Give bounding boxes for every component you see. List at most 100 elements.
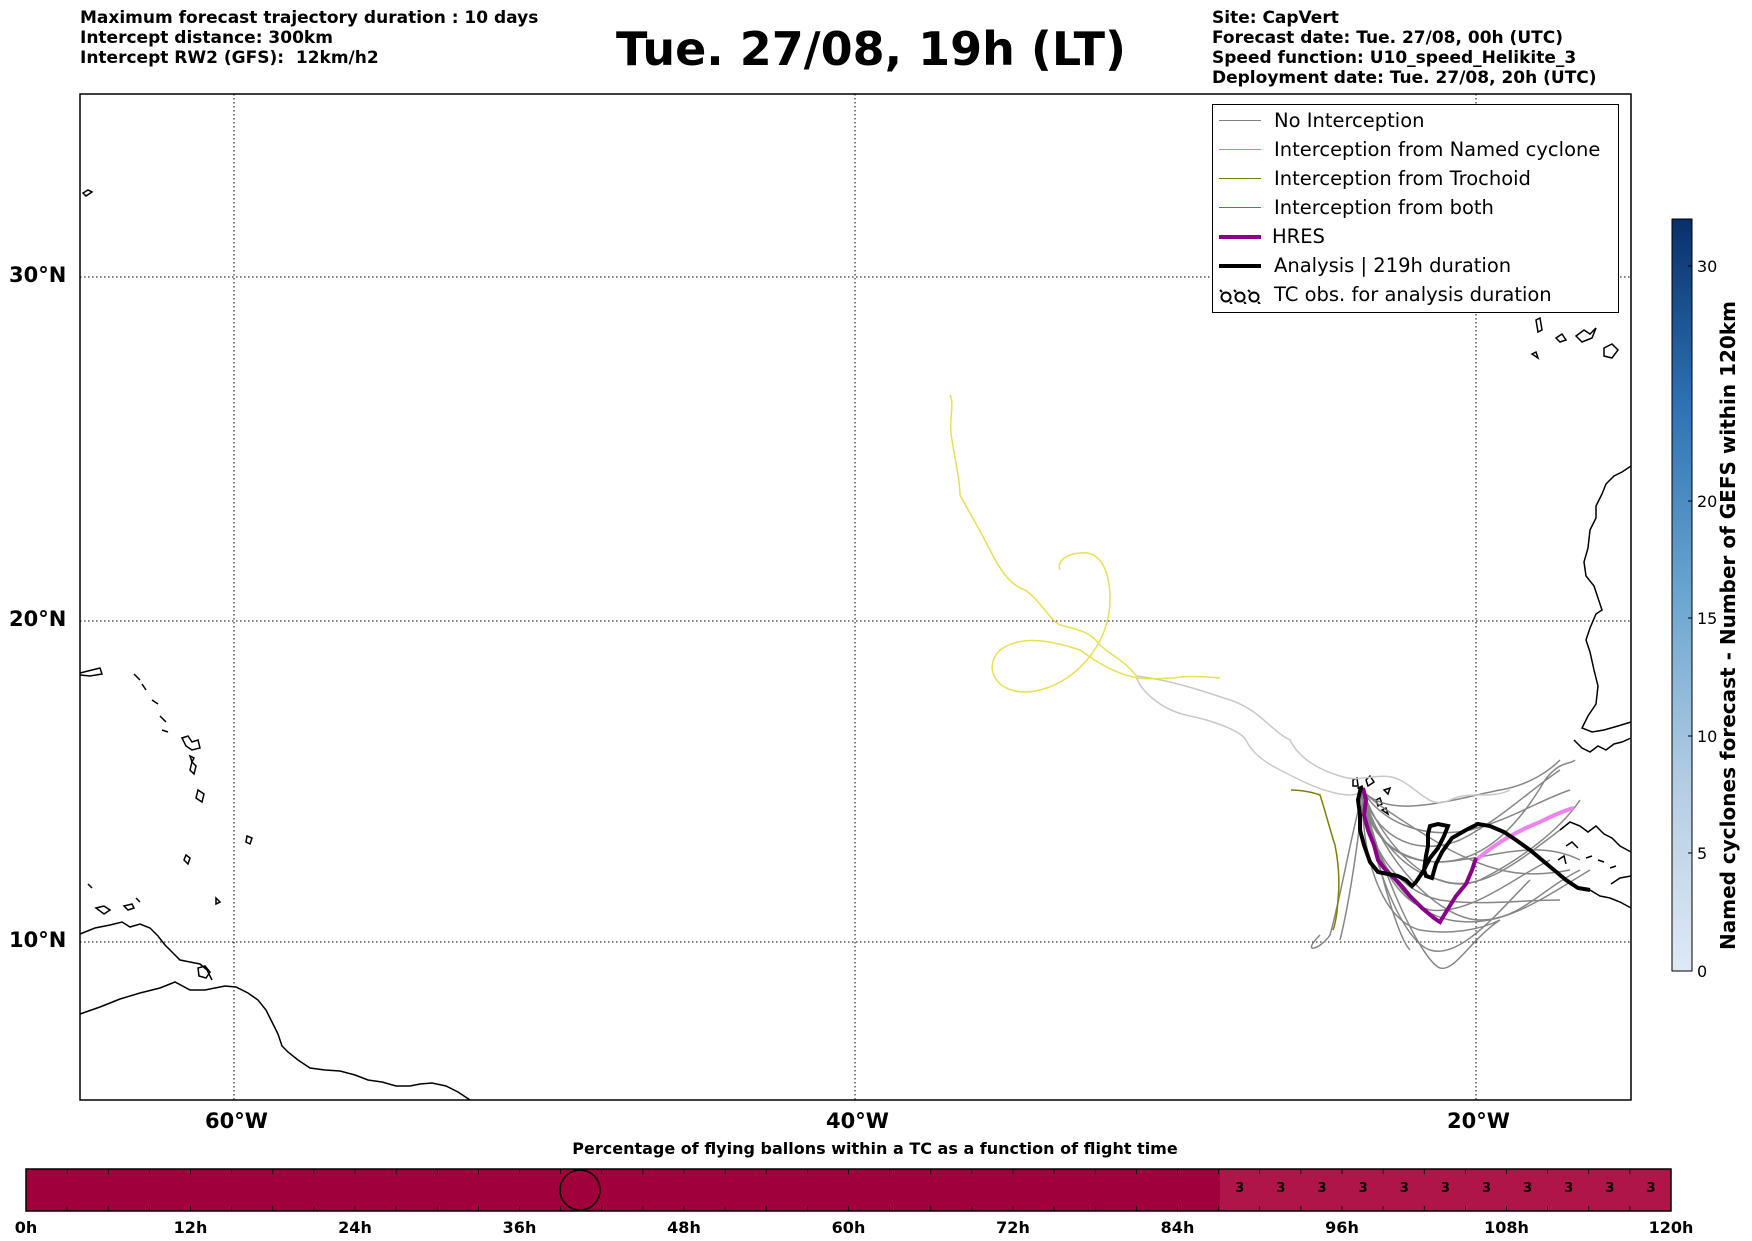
aruba-curacao-islands (94, 903, 136, 915)
timebar-cell-value: 3 (1317, 1181, 1327, 1196)
barbados-island (245, 834, 253, 846)
timebar-tick-label: 120h (1648, 1218, 1694, 1237)
legend-label: Analysis | 219h duration (1274, 254, 1512, 277)
st-lucia-island (195, 788, 205, 804)
trajectory-hres (1361, 787, 1478, 925)
trajectory-trochoid (1290, 789, 1340, 931)
trajectory-analysis (1355, 786, 1591, 892)
dominica-island (188, 754, 196, 764)
timebar-tick-label: 84h (1160, 1218, 1195, 1237)
max-duration-text: Maximum forecast trajectory duration : 1… (80, 8, 539, 28)
legend-swatch (1219, 264, 1261, 268)
venezuela-islands (87, 883, 141, 903)
time-bar-minor-ticks (66, 1169, 1631, 1211)
guadeloupe-island (180, 735, 201, 751)
time-bar-tc-segment (1220, 1169, 1671, 1211)
legend-item-tc-obs: TC obs. for analysis duration (1213, 282, 1618, 308)
timebar-cell-value: 3 (1399, 1181, 1409, 1196)
trajectory-yellow (949, 394, 1221, 693)
south-america-coast (79, 981, 471, 1101)
site-text: Site: CapVert (1212, 8, 1339, 28)
timebar-tick-label: 108h (1484, 1218, 1529, 1237)
map-frame (79, 93, 1632, 1101)
legend-item-both: Interception from both (1213, 195, 1618, 221)
guinea-coast (1559, 821, 1632, 853)
trajectory-light-grey (1135, 675, 1363, 796)
legend-label: TC obs. for analysis duration (1274, 283, 1552, 306)
colorbar (1671, 218, 1693, 972)
timebar-cell-value: 3 (1523, 1181, 1533, 1196)
legend-swatch (1219, 178, 1261, 179)
trinidad-island (197, 965, 211, 979)
legend-label: No Interception (1274, 109, 1425, 132)
legend-swatch (1219, 149, 1261, 150)
ensemble-trajectories-no-interception (1310, 759, 1591, 969)
grenada-island (183, 853, 191, 866)
page-title-container: Tue. 27/08, 19h (LT) (0, 22, 1752, 76)
legend-label: Interception from Trochoid (1274, 167, 1531, 190)
timebar-tick-label: 36h (502, 1218, 537, 1237)
trajectory-no-interception (1362, 759, 1561, 807)
timebar-tick-label: 24h (338, 1218, 372, 1237)
lat-label-20n: 20°N (9, 607, 67, 631)
header-right-info: Site: CapVert Forecast date: Tue. 27/08,… (1212, 8, 1597, 88)
colorbar-gradient (1671, 218, 1693, 972)
colorbar-tick-label: 15 (1697, 609, 1718, 628)
timebar-cell-value: 3 (1605, 1181, 1615, 1196)
colorbar-tick-label: 5 (1697, 844, 1708, 863)
lon-label-60w: 60°W (205, 1109, 268, 1133)
legend-item-hres: HRES (1213, 224, 1618, 250)
legend: No Interception Interception from Named … (1212, 104, 1619, 313)
cyclone-symbols-icon (1219, 289, 1261, 304)
light-grey-trajectories (1135, 675, 1511, 804)
bijagos-islands (1557, 841, 1579, 865)
lat-label-30n: 30°N (9, 263, 67, 287)
intercept-rw2-text: Intercept RW2 (GFS): 12km/h2 (80, 48, 379, 68)
timebar-title: Percentage of flying ballons within a TC… (572, 1139, 1178, 1158)
canary-islands (1530, 316, 1619, 360)
timebar-tick-label: 0h (14, 1218, 38, 1237)
senegal-gambia-coast (1573, 737, 1632, 753)
legend-item-named-cyclone: Interception from Named cyclone (1213, 137, 1618, 163)
trajectory-no-interception (1362, 790, 1581, 885)
lon-label-40w: 40°W (826, 1109, 889, 1133)
trajectory-hres-extension (1474, 806, 1575, 862)
header-left-info: Maximum forecast trajectory duration : 1… (80, 8, 538, 68)
current-time-marker (559, 1169, 601, 1211)
tobago-island (215, 896, 222, 906)
timebar-cell-value: 3 (1440, 1181, 1450, 1196)
timebar-cell-value: 3 (1358, 1181, 1368, 1196)
timebar-cell-value: 3 (1276, 1181, 1286, 1196)
west-africa-coast (1580, 465, 1632, 733)
martinique-island (189, 760, 197, 776)
page-title: Tue. 27/08, 19h (LT) (616, 22, 1126, 76)
trajectory-no-interception (1310, 790, 1364, 949)
trajectory-no-interception (1362, 769, 1561, 848)
lesser-antilles-chain (133, 673, 169, 733)
timebar-tick-label: 60h (831, 1218, 866, 1237)
timebar-tick-label: 48h (667, 1218, 701, 1237)
trajectory-no-interception (1362, 790, 1411, 951)
sierra-leone-coast (1589, 889, 1632, 909)
speed-function-text: Speed function: U10_speed_Helikite_3 (1212, 48, 1577, 68)
guinea-bissau-islands (1585, 855, 1617, 869)
timebar-cell-value: 3 (1235, 1181, 1245, 1196)
colorbar-ticks (1688, 265, 1692, 972)
colorbar-tick-label: 30 (1697, 257, 1718, 276)
colorbar-tick-label: 0 (1697, 962, 1708, 981)
trajectory-light-grey (1135, 675, 1511, 804)
legend-swatch (1219, 207, 1261, 208)
colorbar-tick-label: 10 (1697, 727, 1718, 746)
venezuela-coast (79, 921, 213, 981)
puerto-rico-island (79, 667, 103, 677)
legend-item-trochoid: Interception from Trochoid (1213, 166, 1618, 192)
timebar-cell-value: 3 (1646, 1181, 1656, 1196)
time-bar (25, 1168, 1672, 1212)
timebar-cell-value: 3 (1564, 1181, 1574, 1196)
lon-label-20w: 20°W (1447, 1109, 1510, 1133)
lat-label-10n: 10°N (9, 928, 67, 952)
timebar-cell-value: 3 (1481, 1181, 1491, 1196)
timebar-tick-label: 12h (173, 1218, 208, 1237)
trajectory-no-interception (1361, 790, 1501, 933)
timebar-tick-label: 96h (1325, 1218, 1359, 1237)
